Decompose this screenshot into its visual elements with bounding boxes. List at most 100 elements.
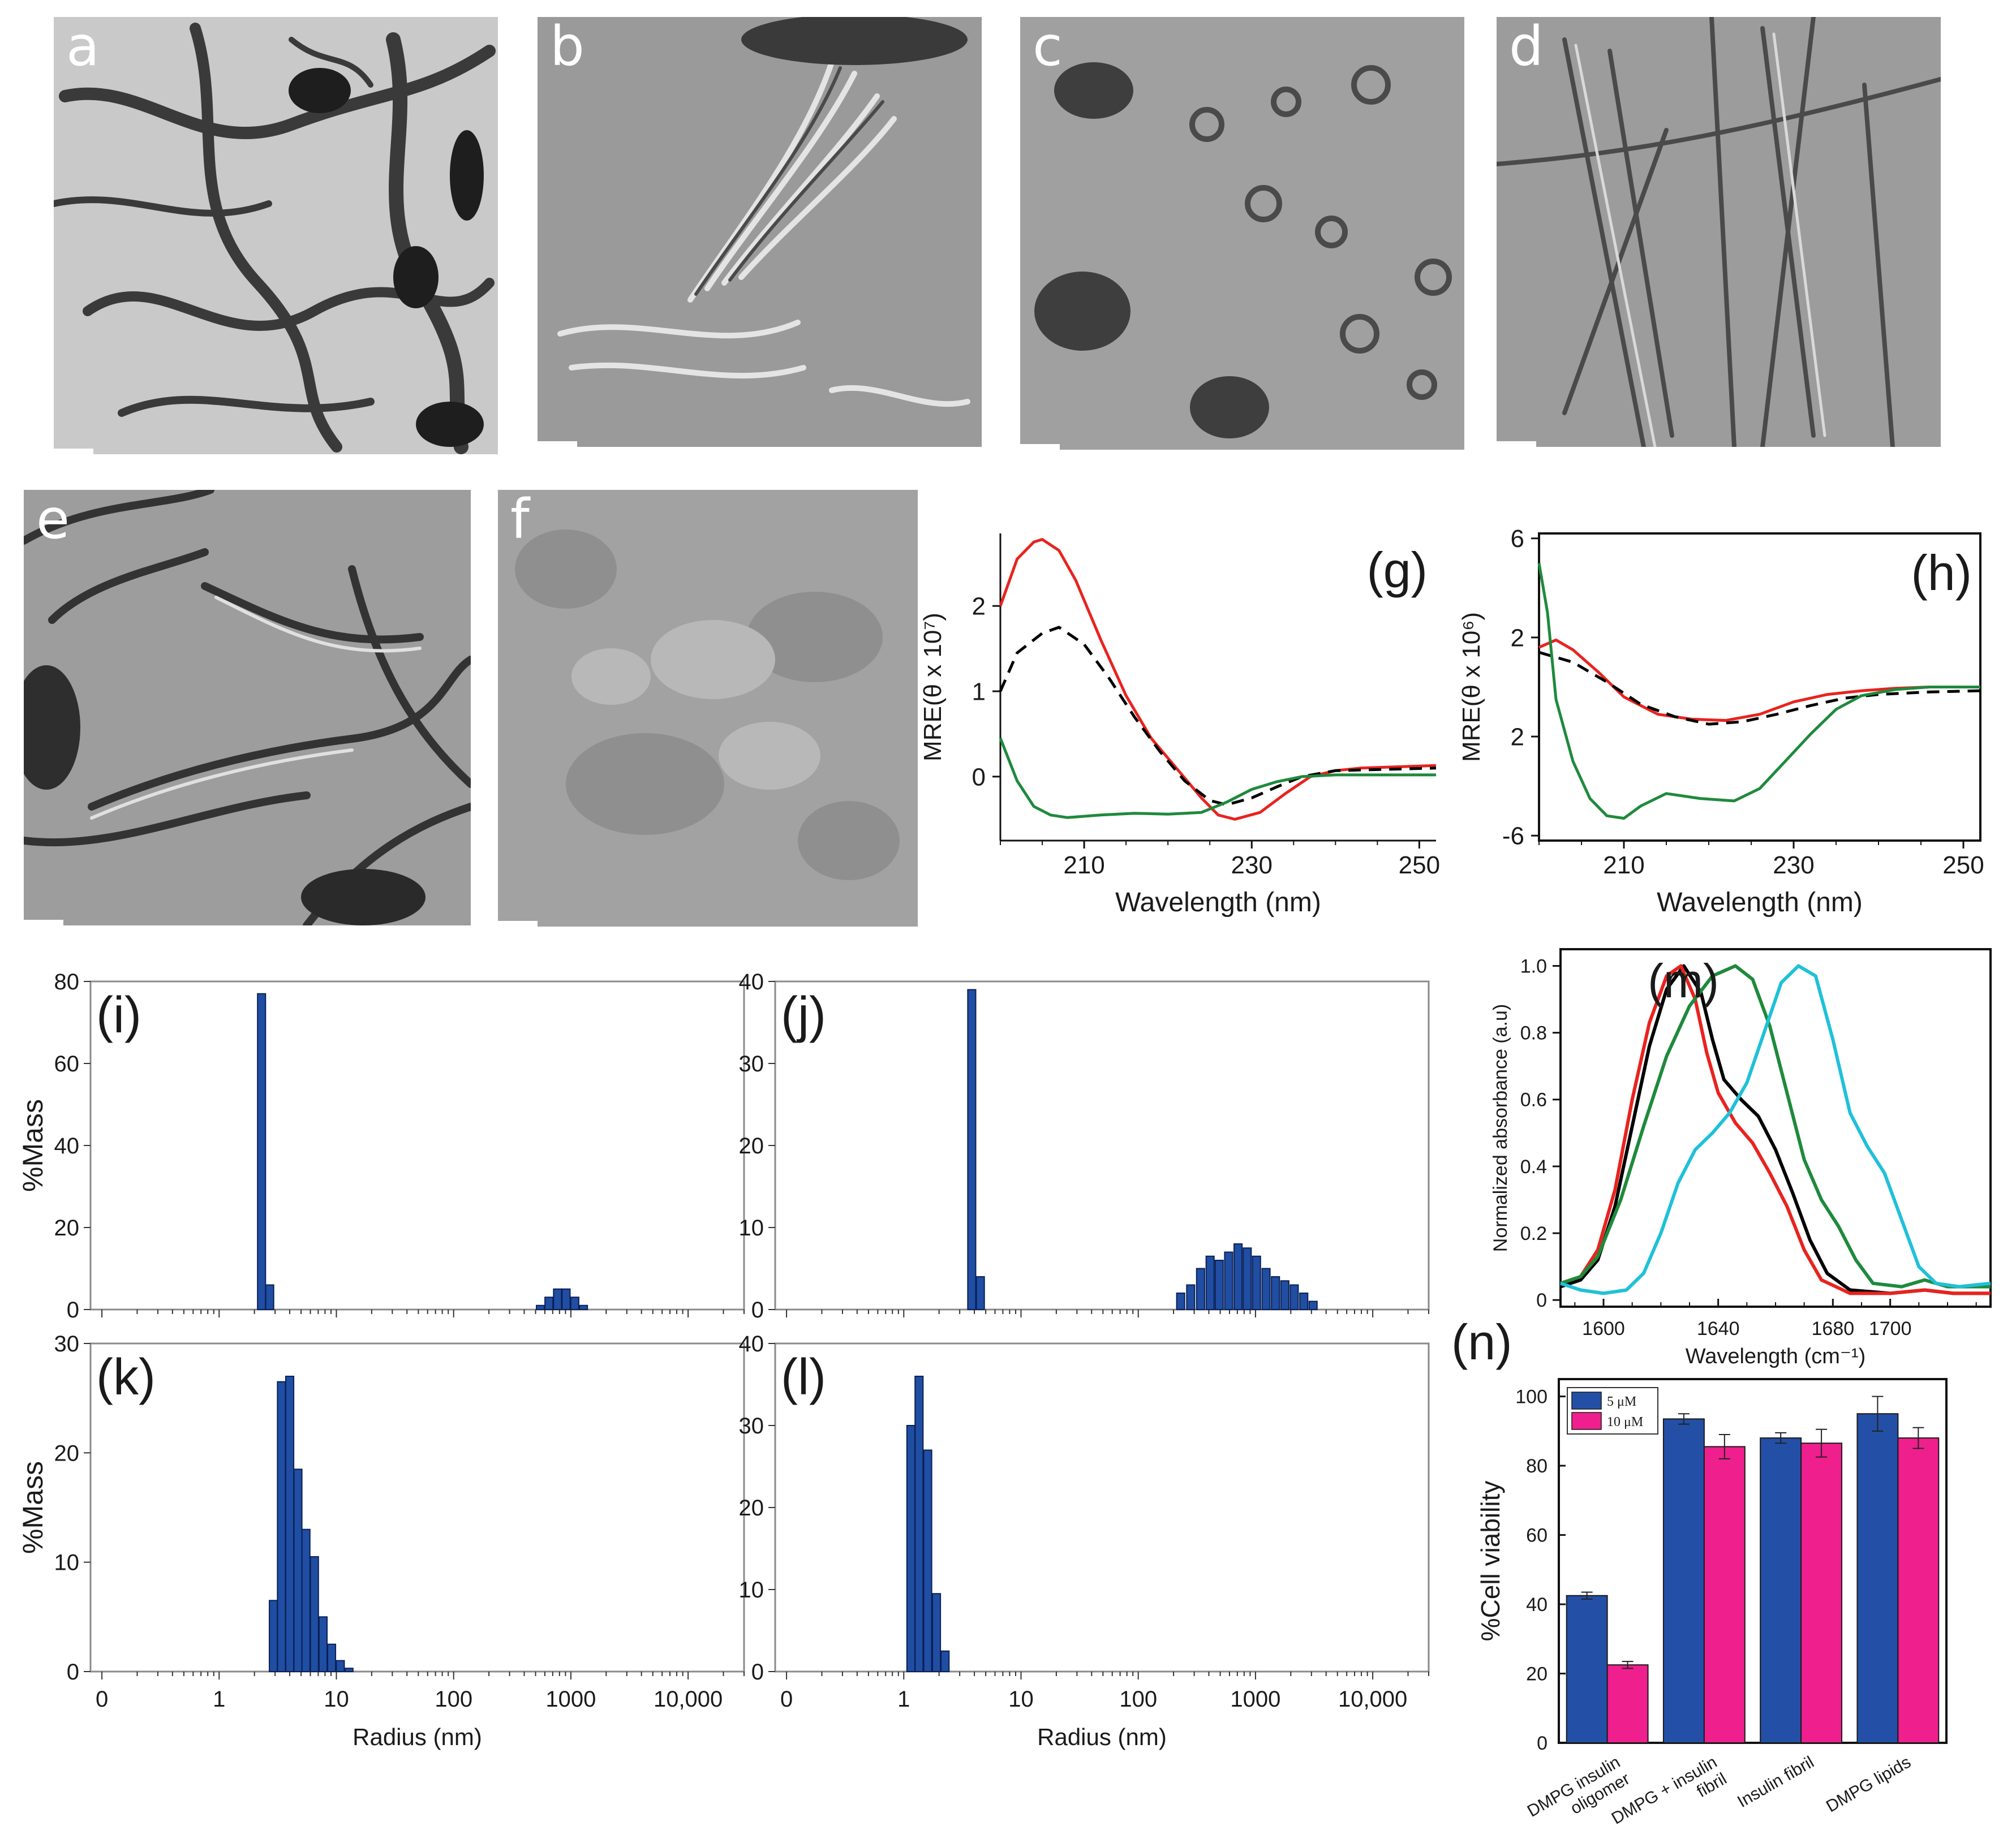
histogram-bar — [344, 1668, 354, 1672]
x-axis-title: Wavelength (nm) — [1657, 888, 1863, 918]
x-tick-label: 250 — [1942, 851, 1984, 879]
category-label-line: DMPG lipids — [1823, 1752, 1914, 1816]
chart-k: 0 10 20 30 0 1 10 100 1000 10,000 Radius (nm) %Mass… — [17, 1332, 745, 1750]
y-tick-label: 60 — [1526, 1525, 1548, 1547]
y-tick-label: 2 — [1511, 723, 1524, 751]
histogram-bar — [579, 1304, 588, 1310]
histogram-bar — [1252, 1255, 1261, 1310]
plot-frame — [774, 1342, 1430, 1673]
category-label: DMPG lipids — [1823, 1752, 1914, 1816]
y-tick-label: 80 — [54, 970, 80, 994]
x-tick-label: 10,000 — [654, 1687, 723, 1712]
y-tick-label: 20 — [54, 1216, 80, 1241]
histogram-bar — [1243, 1247, 1252, 1310]
tem-f-texture — [515, 529, 900, 880]
tem-label: c — [1033, 17, 1063, 78]
category-label-line: Insulin fibril — [1734, 1752, 1817, 1811]
tem-a-texture — [54, 23, 496, 454]
histogram-bar — [570, 1297, 579, 1310]
tem-label: e — [36, 490, 70, 551]
viability-bar — [1856, 1413, 1899, 1743]
scale-bar — [1497, 441, 1536, 447]
series-line-1 — [999, 626, 1437, 807]
panel-label: (g) — [1366, 542, 1428, 598]
histogram-bar — [265, 1284, 274, 1310]
y-tick-label: 100 — [1515, 1386, 1548, 1408]
y-tick-label: 40 — [739, 1332, 764, 1356]
x-axis-title: Wavelength (nm) — [1115, 888, 1321, 918]
histogram-bar — [1271, 1276, 1280, 1310]
x-tick-label: 250 — [1399, 851, 1440, 879]
scale-bar — [54, 449, 93, 454]
y-tick-label: 40 — [54, 1134, 80, 1158]
histogram-bar — [1233, 1243, 1243, 1310]
legend-swatch — [1571, 1392, 1602, 1410]
x-tick-label: 1000 — [545, 1687, 596, 1712]
viability-bar — [1760, 1437, 1802, 1743]
y-tick-label: 0.8 — [1520, 1023, 1547, 1044]
y-tick-label: 0.2 — [1520, 1223, 1547, 1244]
histogram-bar — [336, 1660, 345, 1673]
histogram-bar — [285, 1376, 295, 1672]
plot-frame — [774, 980, 1430, 1311]
histogram-bar — [310, 1556, 319, 1672]
legend-label: 10 μM — [1607, 1415, 1643, 1429]
viability-bar — [1703, 1446, 1746, 1743]
histogram-bar — [1205, 1255, 1215, 1310]
tem-label: b — [550, 17, 584, 78]
histogram-bar — [293, 1468, 303, 1672]
y-tick-label: 0 — [1537, 1733, 1548, 1754]
x-tick-label: 1680 — [1812, 1318, 1855, 1340]
viability-bar — [1566, 1595, 1608, 1743]
x-tick-label: 210 — [1603, 851, 1644, 879]
y-tick-label: 60 — [54, 1052, 80, 1076]
y-tick-label: 10 — [54, 1551, 80, 1575]
histogram-bar — [536, 1304, 545, 1310]
category-label: Insulin fibril — [1734, 1752, 1817, 1811]
scale-bar — [538, 441, 577, 447]
x-tick-label: 0 — [96, 1687, 108, 1712]
y-tick-label: 0 — [67, 1660, 79, 1685]
tem-label: d — [1509, 17, 1544, 78]
tem-panel-b: b — [538, 17, 982, 447]
tem-panel-c: c — [1020, 17, 1464, 450]
scale-bar — [24, 920, 63, 925]
tem-panel-e: e — [24, 490, 471, 925]
histogram-bar — [553, 1288, 562, 1310]
plot-frame — [1558, 1378, 1948, 1744]
y-tick-label: 30 — [54, 1332, 80, 1356]
histogram-bar — [1224, 1251, 1233, 1310]
y-tick-label: 10 — [739, 1578, 764, 1603]
histogram-bar — [1186, 1284, 1196, 1310]
y-tick-label: 0 — [67, 1298, 79, 1323]
y-tick-label: 20 — [739, 1134, 764, 1158]
histogram-bar — [1214, 1260, 1224, 1310]
scale-bar — [1020, 444, 1060, 450]
tem-label: f — [510, 490, 530, 551]
histogram-bar — [932, 1593, 942, 1672]
y-tick-label: 1 — [972, 678, 986, 705]
chart-h: 210 230 250 6 2 2 -6 Wavelength (nm) MRE(θ x 10⁶… — [1458, 525, 1984, 918]
histogram-bar — [1261, 1268, 1271, 1310]
histogram-bar — [1176, 1293, 1185, 1310]
viability-bar — [1606, 1664, 1649, 1744]
x-tick-label: 100 — [1119, 1687, 1157, 1712]
x-tick-label: 1000 — [1230, 1687, 1280, 1712]
x-axis-title: Wavelength (cm⁻¹) — [1686, 1345, 1866, 1368]
y-tick-label: 30 — [739, 1414, 764, 1439]
x-tick-label: 210 — [1063, 851, 1104, 879]
x-tick-label: 10,000 — [1338, 1687, 1407, 1712]
y-tick-label: 40 — [1526, 1594, 1548, 1616]
panel-label: (n) — [1451, 1314, 1512, 1370]
panel-label: (l) — [781, 1349, 826, 1406]
x-tick-label: 1600 — [1582, 1318, 1625, 1340]
histogram-bar — [923, 1449, 932, 1672]
y-tick-label: 20 — [54, 1441, 80, 1466]
histogram-bar — [257, 993, 266, 1310]
y-tick-label: 40 — [739, 970, 764, 994]
plot-frame — [89, 980, 745, 1311]
tem-panel-a: a — [54, 17, 498, 454]
histogram-bar — [906, 1425, 915, 1672]
chart-j: 0 10 20 30 40 (j) — [739, 970, 1430, 1323]
